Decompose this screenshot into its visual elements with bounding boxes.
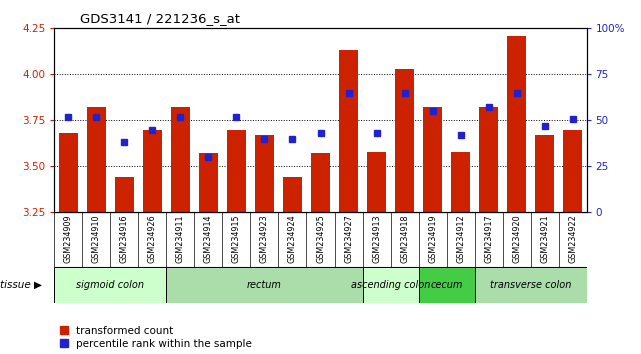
Bar [395,69,413,212]
Bar [339,50,358,212]
Bar [199,154,217,212]
Bar [60,133,78,212]
Text: ascending colon: ascending colon [351,280,430,290]
Text: GSM234913: GSM234913 [372,214,381,263]
Bar [115,177,133,212]
Text: GSM234925: GSM234925 [316,214,325,263]
Text: GSM234918: GSM234918 [400,214,409,263]
Text: cecum: cecum [430,280,463,290]
Bar [508,36,526,212]
Text: GSM234910: GSM234910 [92,214,101,263]
Bar [479,108,497,212]
Text: GSM234914: GSM234914 [204,214,213,263]
Legend: transformed count, percentile rank within the sample: transformed count, percentile rank withi… [60,326,253,349]
Text: rectum: rectum [247,280,282,290]
Text: transverse colon: transverse colon [490,280,571,290]
Text: GSM234916: GSM234916 [120,214,129,263]
Text: GSM234923: GSM234923 [260,214,269,263]
Bar [167,267,363,303]
Bar [419,267,474,303]
Text: GDS3141 / 221236_s_at: GDS3141 / 221236_s_at [80,12,240,25]
Bar [363,267,419,303]
Text: GSM234921: GSM234921 [540,214,549,263]
Bar [424,108,442,212]
Bar [474,267,587,303]
Text: GSM234911: GSM234911 [176,214,185,263]
Bar [451,152,470,212]
Text: tissue ▶: tissue ▶ [0,280,42,290]
Bar [228,130,246,212]
Text: GSM234909: GSM234909 [64,214,73,263]
Text: GSM234919: GSM234919 [428,214,437,263]
Bar [54,267,167,303]
Bar [367,152,386,212]
Text: GSM234926: GSM234926 [148,214,157,263]
Bar [171,108,190,212]
Bar [255,135,274,212]
Text: GSM234915: GSM234915 [232,214,241,263]
Text: GSM234927: GSM234927 [344,214,353,263]
Text: GSM234912: GSM234912 [456,214,465,263]
Bar [312,154,329,212]
Text: GSM234922: GSM234922 [568,214,577,263]
Bar [144,130,162,212]
Text: sigmoid colon: sigmoid colon [76,280,144,290]
Bar [87,108,106,212]
Bar [283,177,302,212]
Text: GSM234924: GSM234924 [288,214,297,263]
Bar [535,135,554,212]
Text: GSM234920: GSM234920 [512,214,521,263]
Bar [563,130,581,212]
Text: GSM234917: GSM234917 [484,214,493,263]
